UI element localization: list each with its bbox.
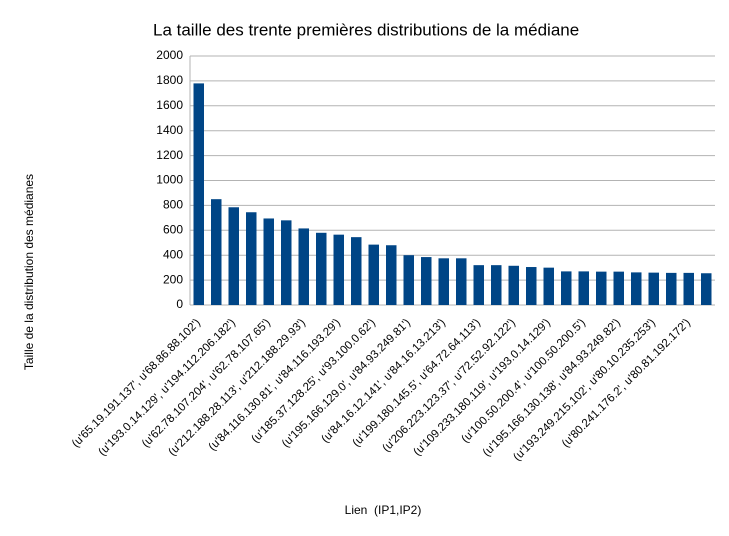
bar xyxy=(613,271,624,305)
y-tick-label: 600 xyxy=(163,222,183,236)
x-tick-label: (u'65.19.191.137', u'68.86.88.102') xyxy=(70,317,203,450)
bar xyxy=(596,271,607,305)
y-tick-label: 1000 xyxy=(156,173,183,187)
bar xyxy=(333,234,344,305)
bar xyxy=(666,272,677,305)
bar xyxy=(316,232,327,305)
y-tick-label: 1600 xyxy=(156,98,183,112)
bar xyxy=(473,265,484,305)
bar xyxy=(298,228,309,305)
bar xyxy=(403,255,414,305)
x-tick-label: (u'195.166.129.0', u'84.93.249.81') xyxy=(280,317,413,450)
x-tick-label: (u'185.37.128.25', u'93.100.0.62') xyxy=(249,317,378,446)
bar xyxy=(491,265,502,305)
x-tick-label: (u'100.50.200.4', u'100.50.200.5') xyxy=(459,317,588,446)
bar xyxy=(263,218,274,305)
y-tick-label: 800 xyxy=(163,198,183,212)
y-tick-label: 1800 xyxy=(156,73,183,87)
y-tick-label: 200 xyxy=(163,272,183,286)
bar xyxy=(281,220,292,305)
bar xyxy=(631,272,642,305)
bar xyxy=(543,267,554,305)
bar xyxy=(351,237,362,305)
x-tick-label: (u'84.16.12.141', u'84.16.13.213') xyxy=(319,317,448,446)
bar xyxy=(701,273,712,305)
y-tick-label: 400 xyxy=(163,247,183,261)
y-tick-label: 1400 xyxy=(156,123,183,137)
bar xyxy=(211,199,222,305)
x-axis-label: Lien (IP1,IP2) xyxy=(345,503,422,517)
bar xyxy=(368,244,379,305)
bar xyxy=(193,83,204,305)
y-tick-label: 0 xyxy=(176,297,183,311)
bar xyxy=(578,271,589,305)
y-axis-label: Taille de la distribution des médianes xyxy=(22,174,36,370)
y-tick-label: 2000 xyxy=(156,48,183,62)
bar xyxy=(438,258,449,305)
bar xyxy=(228,207,239,305)
bar xyxy=(508,265,519,305)
y-tick-label: 1200 xyxy=(156,148,183,162)
bar xyxy=(246,212,257,305)
bar xyxy=(386,245,397,305)
bar xyxy=(526,267,537,305)
bar xyxy=(421,257,432,305)
bar xyxy=(561,271,572,305)
x-tick-label: (u'199.180.145.5', u'64.72.64.113') xyxy=(350,317,483,450)
bar xyxy=(648,272,659,305)
x-tick-label: (u'80.241.176.2', u'80.81.192.172') xyxy=(560,317,693,450)
bar xyxy=(683,272,694,305)
x-tick-label: (u'62.78.107.204', u'62.78.107.65') xyxy=(140,317,273,450)
bar xyxy=(456,258,467,305)
chart-title: La taille des trente premières distribut… xyxy=(153,20,579,39)
